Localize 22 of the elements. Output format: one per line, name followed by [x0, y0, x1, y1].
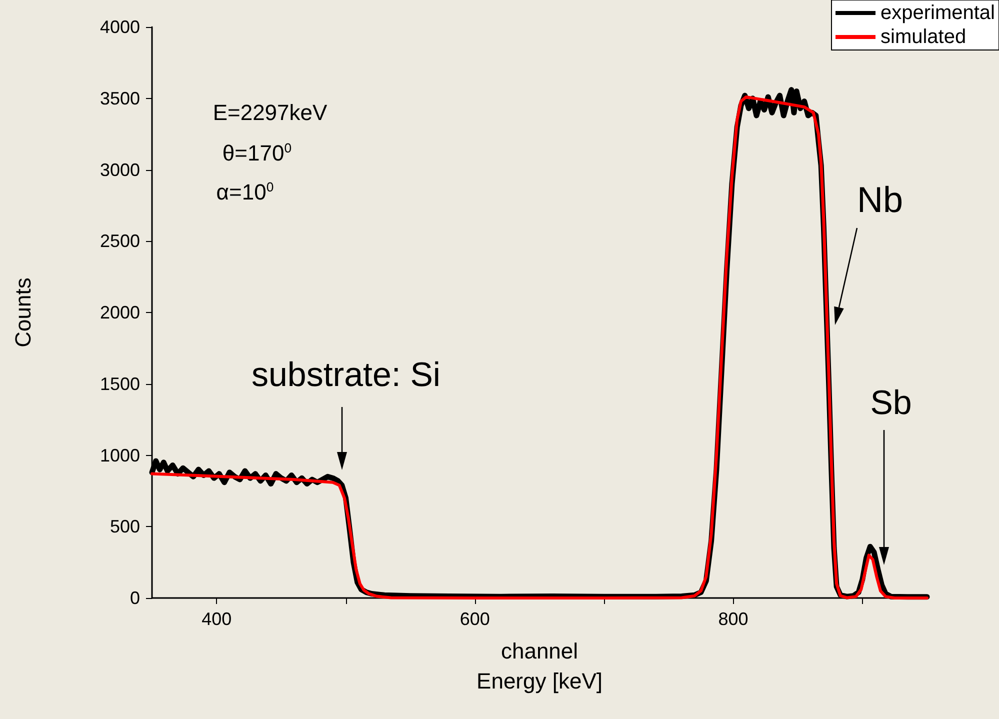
- y-tick-label: 0: [130, 588, 140, 608]
- y-tick-label: 500: [110, 516, 140, 537]
- x-tick-label: 600: [460, 609, 490, 629]
- annotation: substrate: Si: [252, 356, 440, 394]
- legend-label: experimental: [880, 2, 996, 24]
- annotation: α=10$^{0}$: [216, 179, 274, 205]
- y-tick-label: 4000: [100, 17, 140, 37]
- y-tick-label: 2000: [100, 302, 140, 322]
- annotation: Nb: [856, 179, 904, 220]
- y-tick-label: 3000: [100, 160, 140, 180]
- annotation: Sb: [870, 384, 912, 422]
- x-tick-label: 800: [718, 609, 748, 629]
- y-tick-label: 2500: [100, 231, 140, 252]
- y-axis-title: Counts: [10, 278, 36, 348]
- x-axis-title: channel Energy [keV]: [476, 638, 602, 694]
- annotation: θ=170$^{0}$: [222, 140, 292, 166]
- y-tick-label: 3500: [100, 88, 140, 108]
- y-tick-label: 1500: [100, 374, 140, 394]
- legend-label: simulated: [880, 26, 966, 48]
- y-tick-label: 1000: [100, 445, 140, 466]
- annotation: E=2297keV: [212, 100, 328, 125]
- x-tick-label: 400: [202, 609, 232, 629]
